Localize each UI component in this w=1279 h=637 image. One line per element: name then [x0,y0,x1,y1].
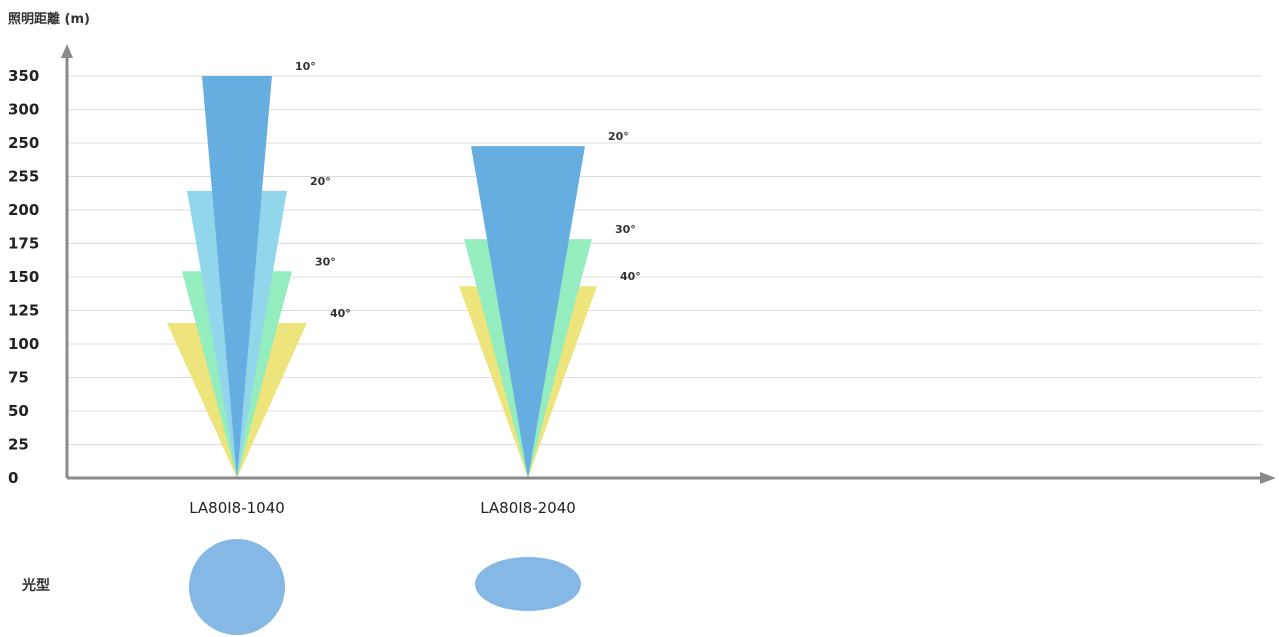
axes [61,44,1276,484]
beam-angle-label: 40° [330,307,351,320]
product-labels: LA80I8-1040 LA80I8-2040 [189,499,576,517]
y-tick-label: 0 [8,469,18,487]
beam-angle-label: 40° [620,270,641,283]
y-tick-labels: 0 25 50 75 100 125 150 175 200 255 250 300 350 [8,67,39,487]
light-shape-label: 光型 [22,578,50,594]
product-label: LA80I8-2040 [480,499,576,517]
y-tick-label: 50 [8,402,29,420]
y-tick-label: 25 [8,436,29,454]
light-shapes [189,539,581,635]
x-axis-arrow [1260,472,1276,484]
beam-angle-label: 30° [315,255,336,268]
y-tick-label: 255 [8,168,39,186]
beam-angle-label: 10° [295,60,316,73]
y-tick-label: 125 [8,302,39,320]
beams: 40° 30° 20° 10° 40° 30° 20° [167,60,641,478]
y-axis-title: 照明距離 (m) [8,12,90,27]
beam-angle-label: 20° [608,130,629,143]
beam-cone [202,76,272,478]
y-tick-label: 300 [8,101,39,119]
beam-cone [471,146,585,478]
y-tick-label: 250 [8,134,39,152]
y-tick-label: 200 [8,201,39,219]
light-shape-circle [189,539,285,635]
y-tick-label: 350 [8,67,39,85]
y-axis-arrow [61,44,73,58]
product-label: LA80I8-1040 [189,499,285,517]
y-tick-label: 150 [8,268,39,286]
y-tick-label: 75 [8,369,29,387]
light-shape-ellipse [475,557,581,611]
y-tick-label: 175 [8,235,39,253]
beam-angle-label: 30° [615,223,636,236]
y-tick-label: 100 [8,335,39,353]
beam-angle-label: 20° [310,175,331,188]
